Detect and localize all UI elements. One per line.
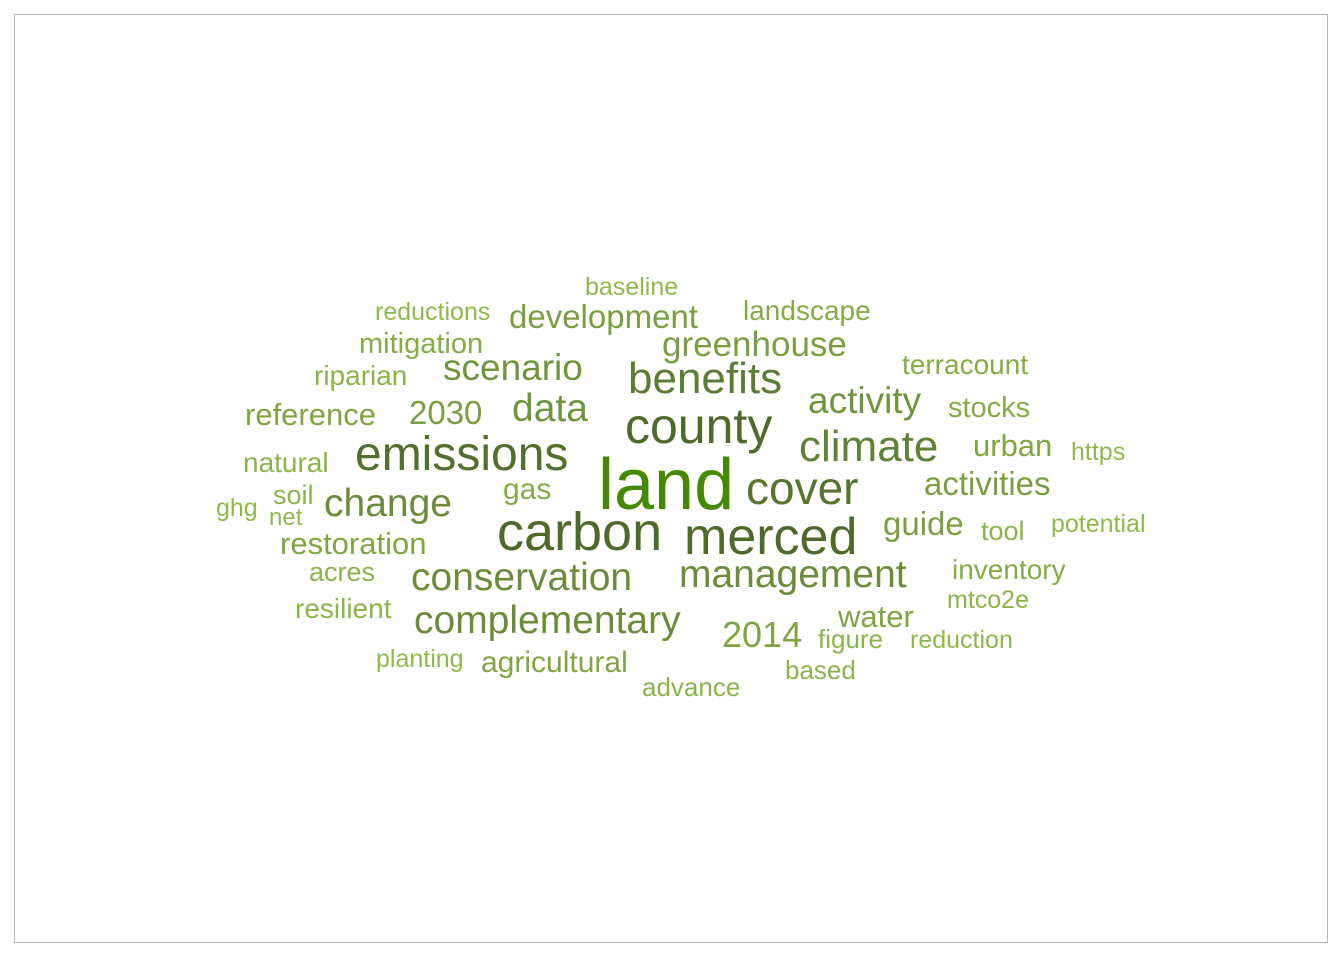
word-figure: figure xyxy=(818,624,884,654)
word-mitigation: mitigation xyxy=(359,328,484,360)
word-soil: soil xyxy=(273,480,314,510)
word-potential: potential xyxy=(1051,510,1146,538)
word-tool: tool xyxy=(981,516,1025,546)
word-ghg: ghg xyxy=(216,494,258,522)
word-stocks: stocks xyxy=(948,392,1031,424)
word-greenhouse: greenhouse xyxy=(662,325,847,364)
word-acres: acres xyxy=(309,557,376,587)
word-landscape: landscape xyxy=(743,295,871,326)
word-cover: cover xyxy=(746,462,859,514)
word-activities: activities xyxy=(924,465,1051,502)
word-baseline: baseline xyxy=(585,273,679,301)
word-land: land xyxy=(598,445,735,525)
word-restoration: restoration xyxy=(280,526,427,561)
word-gas: gas xyxy=(503,473,552,506)
word-conservation: conservation xyxy=(411,556,633,599)
word-guide: guide xyxy=(883,505,964,542)
word-2030: 2030 xyxy=(409,394,483,431)
word-advance: advance xyxy=(642,672,741,702)
word-inventory: inventory xyxy=(952,554,1066,585)
word-based: based xyxy=(785,655,856,685)
word-reduction: reduction xyxy=(910,626,1013,654)
word-management: management xyxy=(679,553,907,596)
word-riparian: riparian xyxy=(314,360,408,391)
word-resilient: resilient xyxy=(295,593,392,624)
word-county: county xyxy=(625,398,773,454)
word-development: development xyxy=(509,298,698,335)
word-reference: reference xyxy=(245,397,376,432)
word-benefits: benefits xyxy=(628,354,783,403)
word-urban: urban xyxy=(973,428,1053,463)
word-emissions: emissions xyxy=(355,428,569,481)
word-climate: climate xyxy=(799,422,939,471)
word-mtco2e: mtco2e xyxy=(947,586,1029,614)
word-terracount: terracount xyxy=(902,349,1029,380)
word-reductions: reductions xyxy=(375,298,491,326)
word-complementary: complementary xyxy=(414,599,681,642)
word-change: change xyxy=(324,482,452,525)
word-carbon: carbon xyxy=(497,502,663,562)
word-water: water xyxy=(838,599,914,634)
word-scenario: scenario xyxy=(443,347,583,388)
word-https: https xyxy=(1071,438,1126,466)
canvas-frame xyxy=(14,14,1328,943)
word-merced: merced xyxy=(684,508,858,566)
word-agricultural: agricultural xyxy=(481,646,628,679)
word-natural: natural xyxy=(243,447,329,478)
word-net: net xyxy=(269,504,303,531)
word-2014: 2014 xyxy=(722,614,803,655)
word-data: data xyxy=(512,387,588,430)
word-planting: planting xyxy=(376,645,464,673)
word-activity: activity xyxy=(808,380,922,421)
